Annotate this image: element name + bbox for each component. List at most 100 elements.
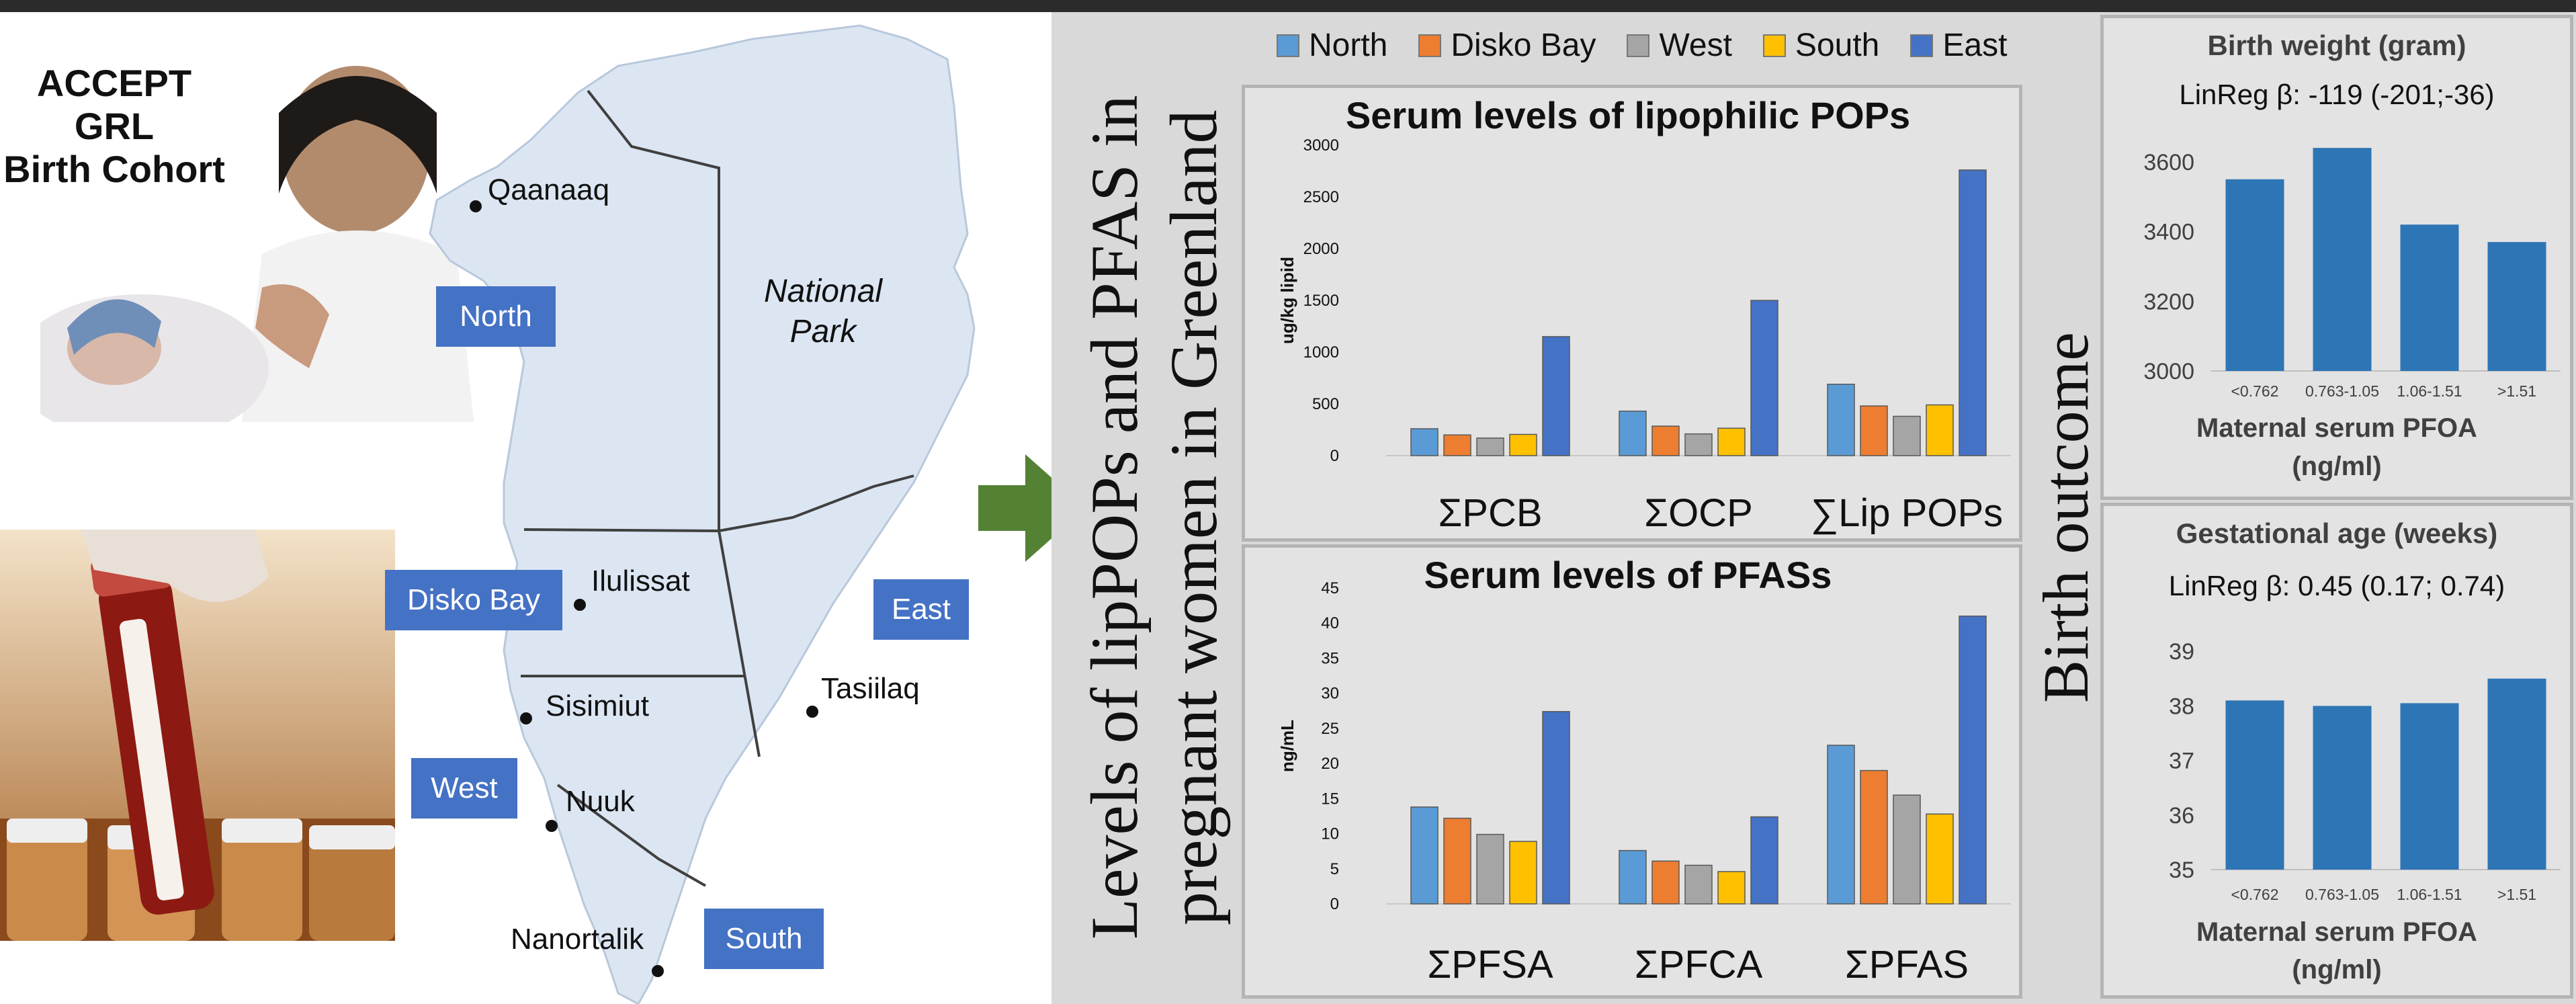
lipophilic-pops-chart: Serum levels of lipophilic POPs ug/kg lip… — [1277, 94, 2011, 535]
region-label-south: South — [704, 909, 824, 969]
pfas-chart-y-tick: 0 — [1330, 895, 1339, 913]
region-label-east: East — [873, 579, 969, 640]
sisimiut-dot — [520, 712, 532, 724]
legend-item-east: East — [1910, 27, 2007, 64]
gestational-age-chart-x-axis-label: Maternal serum PFOA — [2196, 917, 2477, 947]
town-nanortalik: Nanortalik — [511, 923, 644, 956]
lipophilic-pops-chart-bar-disko-bay — [1651, 425, 1680, 456]
pfas-chart-y-tick: 45 — [1321, 579, 1339, 597]
gestational-age-chart-bar — [2225, 700, 2284, 870]
birth-weight-chart-y-tick: 3200 — [2143, 289, 2194, 315]
legend-item-south: South — [1762, 27, 1879, 64]
mother-baby-photo — [40, 32, 474, 422]
legend-swatch-west — [1627, 34, 1650, 57]
legend-label-west: West — [1659, 28, 1732, 63]
pfas-chart-bar-disko-bay — [1651, 860, 1680, 905]
pfas-chart-bar-disko-bay — [1860, 769, 1888, 905]
ilulissat-dot — [574, 599, 586, 611]
pfas-chart-category-label: ΣPFCA — [1635, 943, 1763, 987]
pfas-chart-y-tick: 10 — [1321, 825, 1339, 843]
pfas-chart-bar-north — [1827, 745, 1855, 905]
gestational-age-chart-bar — [2400, 703, 2459, 870]
gestational-age-chart-panel: Gestational age (weeks) LinReg β: 0.45 (0… — [2100, 503, 2573, 999]
gestational-age-chart-y-tick: 37 — [2169, 749, 2194, 774]
lipophilic-pops-chart-y-tick: 1500 — [1303, 292, 1339, 310]
lipophilic-pops-chart-y-axis-label: ug/kg lipid — [1277, 257, 1297, 344]
lipophilic-pops-chart-bar-south — [1717, 427, 1746, 456]
cohort-title: ACCEPT GRL Birth Cohort — [0, 62, 228, 191]
national-park-line2: Park — [789, 314, 857, 349]
gestational-age-chart-y-tick: 39 — [2169, 639, 2194, 665]
gestational-age-chart-y-tick: 38 — [2169, 694, 2194, 719]
lipophilic-pops-chart-bar-west — [1476, 437, 1504, 456]
pfas-chart-bar-west — [1684, 864, 1713, 905]
lipophilic-pops-chart-y-tick: 2500 — [1303, 188, 1339, 206]
lipophilic-pops-chart-bar-north — [1410, 428, 1439, 456]
lipophilic-pops-chart-bar-east — [1959, 169, 1987, 456]
region-label-disko-bay: Disko Bay — [385, 570, 562, 630]
national-park-label: National Park — [739, 271, 907, 352]
top-bar — [0, 0, 2576, 12]
birth-weight-chart-y-tick: 3000 — [2143, 359, 2194, 384]
cohort-title-line2: GRL — [74, 105, 155, 147]
lipophilic-pops-chart-bar-north — [1827, 383, 1855, 456]
birth-weight-chart-title: Birth weight (gram) — [2208, 30, 2466, 61]
lipophilic-pops-chart-bar-disko-bay — [1443, 434, 1471, 456]
lipophilic-pops-chart-category-label: ΣOCP — [1644, 491, 1753, 535]
legend-item-north: North — [1277, 27, 1387, 64]
lipophilic-pops-chart-bar-north — [1619, 411, 1647, 456]
gestational-age-chart-category-label: 1.06-1.51 — [2397, 886, 2462, 903]
legend-label-disko-bay: Disko Bay — [1451, 28, 1596, 63]
pfas-chart-bar-west — [1893, 794, 1921, 905]
greenland-map — [429, 24, 976, 1004]
pfas-chart-y-tick: 5 — [1330, 860, 1339, 878]
gestational-age-chart-bar — [2313, 706, 2372, 870]
town-nuuk: Nuuk — [566, 785, 635, 818]
birth-weight-chart-category-label: 1.06-1.51 — [2397, 382, 2462, 400]
gestational-age-chart: Gestational age (weeks) LinReg β: 0.45 (0… — [2169, 517, 2561, 985]
pfas-chart-category-label: ΣPFAS — [1845, 943, 1969, 987]
levels-title: Levels of lipPOPs and PFAS in pregnant w… — [1075, 40, 1250, 995]
levels-title-line1: Levels of lipPOPs and PFAS in — [1077, 95, 1152, 940]
legend: North Disko Bay West South East — [1277, 27, 2007, 64]
nuuk-dot — [546, 820, 558, 832]
birth-weight-chart-category-label: 0.763-1.05 — [2305, 382, 2379, 400]
lipophilic-pops-chart-y-tick: 500 — [1312, 395, 1339, 413]
birth-weight-chart-x-axis-unit: (ng/ml) — [2292, 452, 2381, 481]
lipophilic-pops-chart-category-label: ΣPCB — [1438, 491, 1542, 535]
birth-weight-chart: Birth weight (gram) LinReg β: -119 (-201;… — [2143, 30, 2561, 481]
legend-swatch-north — [1277, 34, 1299, 57]
pfas-chart-y-axis-label: ng/mL — [1277, 720, 1297, 772]
birth-weight-chart-y-tick: 3600 — [2143, 150, 2194, 175]
gestational-age-chart-title: Gestational age (weeks) — [2176, 517, 2498, 549]
legend-item-disko-bay: Disko Bay — [1418, 27, 1596, 64]
lipophilic-pops-chart-bar-west — [1893, 415, 1921, 456]
gestational-age-chart-y-tick: 36 — [2169, 803, 2194, 829]
birth-weight-chart-subtitle: LinReg β: -119 (-201;-36) — [2179, 79, 2494, 110]
tasiilaq-dot — [806, 706, 818, 718]
pfas-chart-bar-east — [1542, 711, 1570, 905]
pfas-chart-bar-west — [1476, 833, 1504, 905]
national-park-line1: National — [763, 274, 883, 309]
birth-weight-chart-bar — [2400, 224, 2459, 371]
pfas-chart-y-tick: 35 — [1321, 649, 1339, 667]
pfas-chart-bar-east — [1959, 616, 1987, 905]
legend-label-east: East — [1942, 28, 2008, 63]
lipophilic-pops-chart-bar-east — [1750, 300, 1778, 456]
birth-weight-chart-category-label: >1.51 — [2497, 382, 2536, 400]
lipophilic-pops-chart-y-tick: 3000 — [1303, 136, 1339, 155]
lipophilic-pops-chart-title: Serum levels of lipophilic POPs — [1346, 94, 1910, 136]
lipophilic-pops-chart-y-tick: 2000 — [1303, 240, 1339, 258]
pfas-chart-y-tick: 15 — [1321, 790, 1339, 808]
pfas-chart-y-tick: 25 — [1321, 720, 1339, 738]
pfas-chart-category-label: ΣPFSA — [1427, 943, 1553, 987]
birth-weight-chart-bar — [2487, 242, 2546, 371]
region-label-north: North — [436, 286, 556, 347]
lipophilic-pops-chart-bar-east — [1542, 336, 1570, 456]
legend-label-north: North — [1309, 28, 1388, 63]
town-ilulissat: Ilulissat — [591, 564, 690, 597]
lipophilic-pops-chart-bar-south — [1509, 433, 1537, 456]
town-tasiilaq: Tasiilaq — [821, 672, 920, 705]
blood-tubes-photo — [0, 530, 395, 941]
gestational-age-chart-bar — [2487, 678, 2546, 870]
